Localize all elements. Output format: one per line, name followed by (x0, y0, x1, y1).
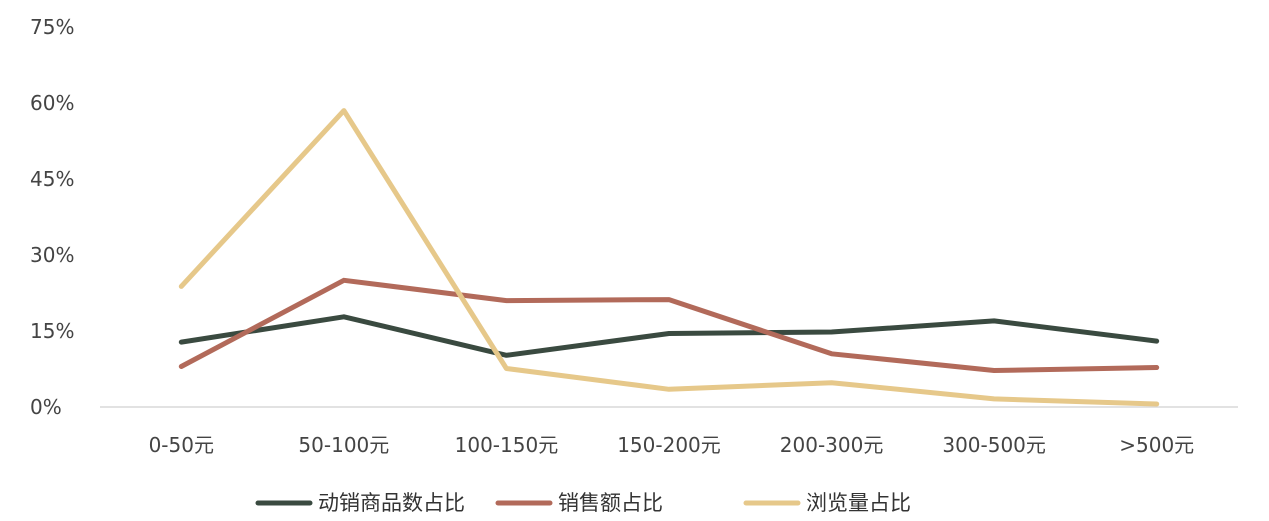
series-lines (178, 108, 1160, 407)
x-axis-labels: 0-50元 50-100元 100-150元 150-200元 200-300元 300-… (149, 433, 1195, 457)
series-line-1 (178, 314, 1160, 358)
x-tick-label: 0-50元 (149, 433, 214, 457)
x-tick-label: 100-150元 (455, 433, 559, 457)
y-tick-label: 75% (30, 15, 74, 39)
y-tick-label: 15% (30, 319, 74, 343)
legend: 动销商品数占比 销售额占比 浏览量占比 (255, 491, 911, 515)
y-axis-labels: 0% 15% 30% 45% 60% 75% (30, 15, 74, 419)
x-tick-label: 150-200元 (617, 433, 721, 457)
y-tick-label: 45% (30, 167, 74, 191)
x-tick-label: 300-500元 (942, 433, 1046, 457)
series-line-3 (178, 108, 1160, 407)
y-tick-label: 60% (30, 91, 74, 115)
legend-label: 动销商品数占比 (318, 491, 465, 515)
legend-label: 销售额占比 (558, 491, 663, 515)
legend-label: 浏览量占比 (806, 491, 911, 515)
x-tick-label: 50-100元 (298, 433, 389, 457)
series-line-2 (178, 277, 1160, 373)
x-tick-label: 200-300元 (780, 433, 884, 457)
y-tick-label: 0% (30, 395, 62, 419)
x-tick-label: >500元 (1119, 433, 1194, 457)
y-tick-label: 30% (30, 243, 74, 267)
